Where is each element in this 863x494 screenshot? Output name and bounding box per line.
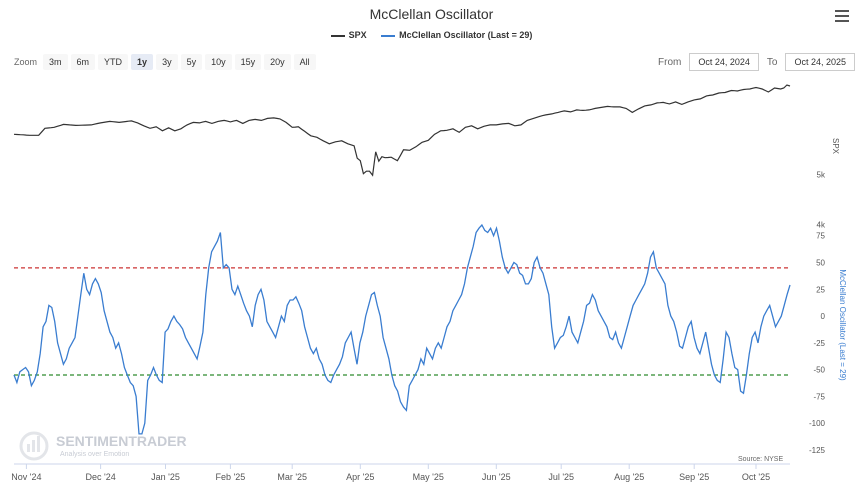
spx-line [13,84,791,177]
oscillator-tick-label: -125 [809,446,826,455]
chart-legend: SPX McClellan Oscillator (Last = 29) [0,30,863,40]
oscillator-tick-label: 50 [816,259,825,268]
x-tick-label: Jul '25 [548,472,574,482]
zoom-button-20y[interactable]: 20y [264,54,291,70]
oscillator-line [13,223,791,435]
date-range-selector: From Oct 24, 2024 To Oct 24, 2025 [658,53,855,71]
watermark-logo-icon [19,431,49,461]
x-tick-label: Dec '24 [85,472,115,482]
hamburger-menu-icon[interactable] [835,10,849,22]
oscillator-tick-label: 0 [821,312,826,321]
zoom-button-10y[interactable]: 10y [205,54,232,70]
oscillator-tick-label: -75 [813,392,825,401]
to-label: To [766,56,778,68]
spx-axis-title: SPX [831,138,840,155]
oscillator-tick-label: -25 [813,339,825,348]
x-tick-label: Jun '25 [482,472,511,482]
menu-bar-icon [835,10,849,12]
watermark-tagline: Analysis over Emotion [60,451,129,458]
oscillator-tick-label: -50 [813,366,825,375]
from-label: From [658,56,682,68]
zoom-button-ytd[interactable]: YTD [98,54,129,70]
menu-bar-icon [835,15,849,17]
zoom-label: Zoom [14,57,38,67]
watermark: SENTIMENTRADER Analysis over Emotion [19,431,187,461]
zoom-button-all[interactable]: All [293,54,316,70]
legend-swatch [381,34,396,37]
menu-bar-icon [835,20,849,22]
zoom-button-5y[interactable]: 5y [180,54,203,70]
zoom-button-3y[interactable]: 3y [156,54,178,70]
x-tick-label: Aug '25 [614,472,644,482]
legend-label: SPX [348,30,367,40]
x-tick-label: Feb '25 [216,472,246,482]
x-tick-label: Jan '25 [151,472,180,482]
to-date-input[interactable]: Oct 24, 2025 [785,53,855,71]
zoom-button-3m[interactable]: 3m [43,54,68,70]
oscillator-axis-title: McClellan Oscillator (Last = 29) [838,269,847,381]
watermark-title: SENTIMENTRADER [56,433,187,449]
source-note: Source: NYSE [738,456,783,463]
x-tick-label: Nov '24 [11,472,41,482]
x-tick-label: May '25 [413,472,444,482]
chart-title: McClellan Oscillator [369,6,494,22]
x-tick-label: Sep '25 [679,472,709,482]
oscillator-tick-label: 75 [816,232,825,241]
zoom-selector: Zoom 3m 6m YTD 1y 3y 5y 10y 15y 20y All [14,54,319,70]
legend-label: McClellan Oscillator (Last = 29) [399,30,533,40]
oscillator-tick-label: 25 [816,285,825,294]
zoom-button-15y[interactable]: 15y [234,54,262,70]
x-tick-label: Apr '25 [346,472,374,482]
legend-item-spx[interactable]: SPX [330,30,367,40]
spx-tick-label: 5k [817,171,826,180]
legend-item-oscillator[interactable]: McClellan Oscillator (Last = 29) [381,30,532,40]
spx-tick-label: 4k [817,221,826,230]
x-tick-label: Oct '25 [742,472,770,482]
x-tick-label: Mar '25 [277,472,307,482]
zoom-button-1y[interactable]: 1y [131,54,154,70]
zoom-button-6m[interactable]: 6m [70,54,96,70]
from-date-input[interactable]: Oct 24, 2024 [689,53,759,71]
legend-swatch [330,34,345,37]
oscillator-tick-label: -100 [809,419,826,428]
